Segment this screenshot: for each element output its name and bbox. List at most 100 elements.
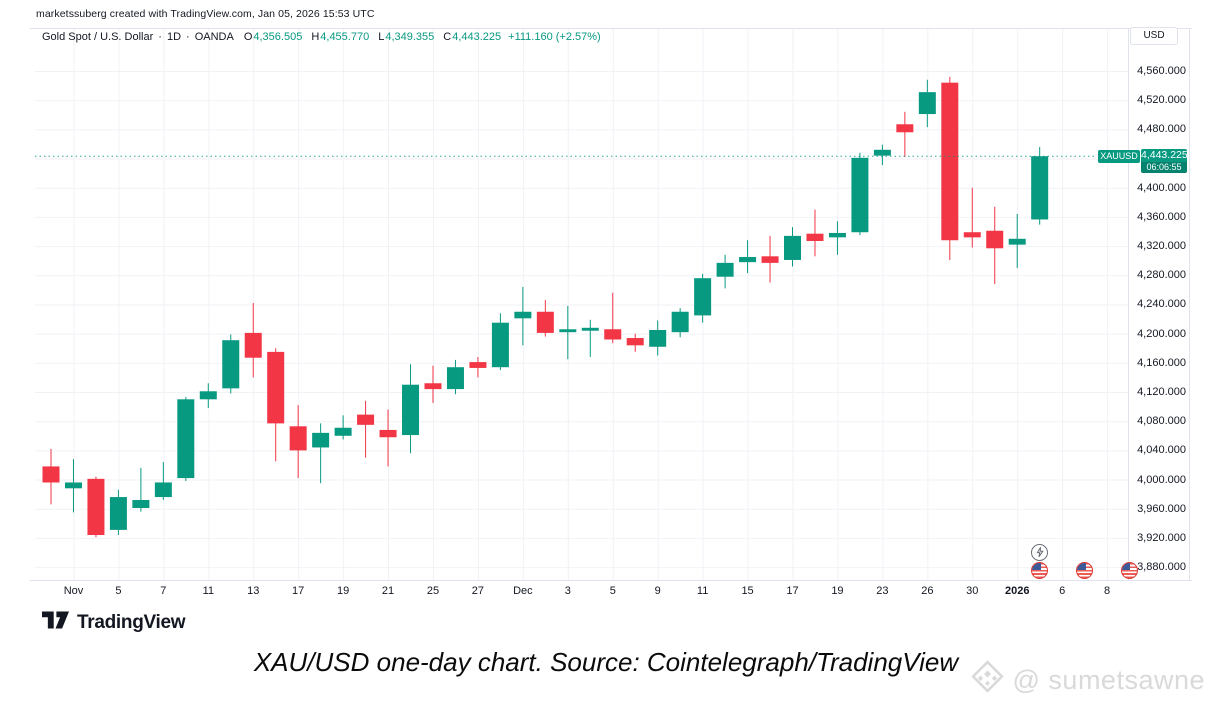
candle-dec-8 — [626, 333, 644, 352]
price-axis-label: 4,120.000 — [1137, 386, 1186, 398]
time-axis-label: 27 — [471, 585, 485, 597]
symbol-title: Gold Spot / U.S. Dollar — [42, 31, 154, 43]
us-flag-event-icon[interactable] — [1121, 562, 1139, 579]
candle-nov-25 — [424, 365, 442, 403]
candle-nov-18 — [312, 423, 330, 484]
candle-dec-23 — [873, 144, 891, 166]
price-axis-label: 3,920.000 — [1137, 531, 1186, 544]
high-label: H — [311, 31, 320, 43]
price-axis-label: 4,280.000 — [1137, 269, 1186, 282]
candle-nov-7 — [154, 462, 172, 500]
time-axis-label: 30 — [966, 585, 979, 597]
candle-dec-26 — [918, 79, 936, 128]
time-axis-label: 17 — [786, 585, 799, 597]
us-flag-canton — [1122, 563, 1131, 570]
candle-dec-9 — [649, 320, 667, 356]
tradingview-logo-icon — [42, 611, 69, 634]
time-axis-label: 19 — [831, 585, 844, 597]
candle-nov-27 — [469, 356, 487, 378]
time-axis-label: 9 — [654, 585, 661, 597]
low-label: L — [378, 31, 385, 43]
candle-dec-29 — [941, 76, 959, 260]
us-flag-event-icon[interactable] — [1031, 562, 1049, 579]
time-axis-label: 2026 — [1004, 585, 1030, 597]
candle-jan-5 — [1031, 147, 1049, 225]
lightning-event-icon[interactable] — [1031, 544, 1049, 561]
caption: XAU/USD one-day chart. Source: Cointeleg… — [253, 647, 959, 677]
us-flag-canton — [1077, 563, 1086, 570]
currency-usd-button[interactable]: USD — [1130, 27, 1178, 45]
tradingview-logo: TradingView — [42, 611, 186, 634]
time-axis-label: 15 — [741, 585, 754, 597]
interval-label: 1D — [166, 31, 182, 43]
candle-nov-13 — [244, 303, 262, 378]
time-axis-label: Nov — [63, 585, 84, 597]
price-axis-label: 3,880.000 — [1137, 561, 1186, 574]
candle-nov-21 — [379, 409, 397, 467]
close-value: 4,443.225 — [452, 31, 502, 43]
low-value: 4,349.355 — [385, 31, 435, 43]
candle-dec-10 — [671, 308, 689, 338]
watermark-handle: @ sumetsawne — [1012, 664, 1205, 695]
time-axis-label: 8 — [1104, 585, 1111, 597]
watermark: @ sumetsawne — [970, 660, 1205, 700]
candle-dec-12 — [716, 254, 734, 289]
candle-dec-3 — [559, 305, 577, 360]
separator-dot: · — [186, 31, 190, 43]
price-axis-label: 4,160.000 — [1137, 356, 1186, 369]
time-axis-label: 5 — [115, 585, 122, 597]
separator-dot: · — [158, 31, 162, 43]
candle-oct-31 — [42, 448, 60, 505]
candle-nov-26 — [446, 359, 464, 395]
time-axis-label: 11 — [202, 585, 214, 597]
price-axis-label: 4,320.000 — [1137, 240, 1186, 253]
chart-header: Gold Spot / U.S. Dollar · 1D · OANDA O4,356.5… — [42, 29, 601, 45]
candle-nov-28 — [491, 313, 509, 371]
price-axis-label: 4,040.000 — [1137, 444, 1186, 457]
candle-dec-16 — [761, 235, 779, 283]
price-axis-label: 4,200.000 — [1137, 327, 1186, 340]
price-axis-label: 4,560.000 — [1137, 65, 1186, 77]
tradingview-logo-text: TradingView — [77, 611, 186, 633]
candle-nov-24 — [402, 364, 420, 454]
symbol-price-label: XAUUSD — [1098, 150, 1140, 163]
candle-nov-10 — [177, 397, 195, 482]
candle-jan-2 — [1008, 213, 1026, 268]
candle-dec-11 — [694, 273, 712, 323]
candle-dec-2 — [536, 300, 554, 337]
candle-nov-6 — [132, 467, 150, 512]
price-axis-label: 4,480.000 — [1137, 123, 1186, 136]
time-axis-label: 19 — [336, 585, 350, 597]
last-price-badge: 4,443.225 06:06:55 — [1141, 149, 1187, 173]
candle-dec-18 — [806, 209, 824, 257]
candle-nov-5 — [109, 489, 127, 536]
time-axis-label: 13 — [247, 585, 260, 597]
price-axis-label: 4,400.000 — [1137, 181, 1186, 194]
exchange-label: OANDA — [194, 31, 234, 43]
candle-dec-15 — [739, 240, 757, 274]
price-axis-label: 4,520.000 — [1137, 94, 1186, 107]
time-axis-label: 17 — [292, 585, 305, 597]
candle-dec-5 — [604, 292, 622, 344]
candle-dec-31 — [986, 206, 1004, 285]
bar-countdown: 06:06:55 — [1141, 162, 1187, 173]
time-axis-label: 3 — [564, 585, 571, 597]
candle-nov-3 — [64, 459, 82, 513]
time-axis-label: Dec — [513, 585, 533, 597]
candle-dec-4 — [581, 319, 599, 357]
price-axis-label: 4,360.000 — [1137, 210, 1186, 223]
high-value: 4,455.770 — [320, 31, 370, 43]
close-label: C — [443, 31, 452, 43]
candle-nov-4 — [87, 476, 105, 538]
us-flag-event-icon[interactable] — [1076, 562, 1094, 579]
candle-dec-1 — [514, 286, 532, 346]
candle-dec-19 — [828, 221, 846, 255]
candle-dec-17 — [784, 227, 802, 267]
time-axis-label: 11 — [696, 585, 709, 597]
candle-dec-30 — [963, 187, 981, 248]
candle-nov-14 — [267, 348, 285, 462]
price-axis-label: 4,080.000 — [1137, 415, 1186, 428]
time-axis-label: 5 — [609, 585, 616, 597]
